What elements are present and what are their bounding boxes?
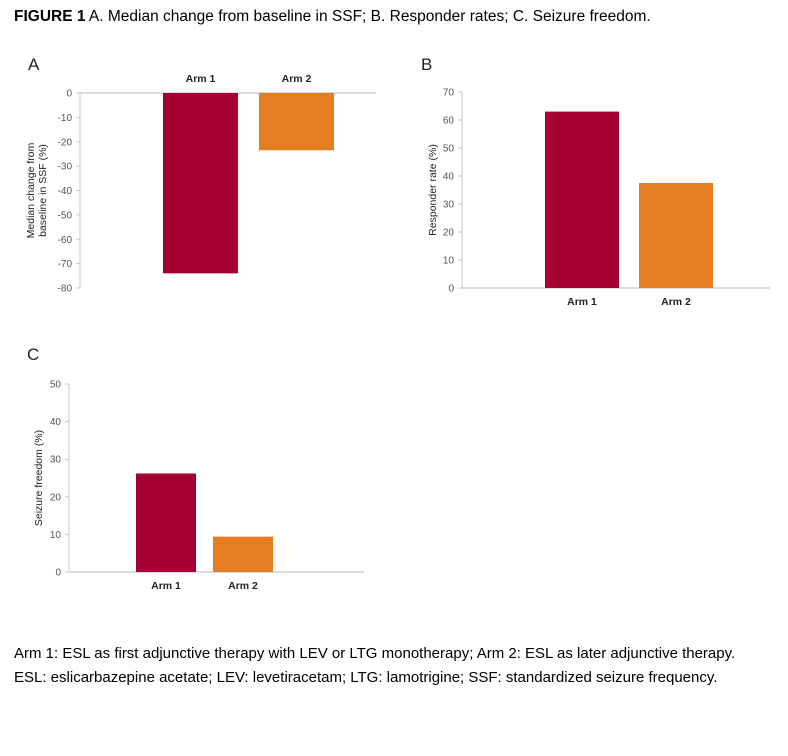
chart-b-y-tick-label: 20 xyxy=(443,228,455,239)
chart-a-bar-2 xyxy=(259,93,334,151)
chart-a-category-label: Arm 1 xyxy=(186,73,216,85)
chart-a-category-label: Arm 2 xyxy=(282,73,312,85)
chart-a-y-axis-title: Median change from xyxy=(25,142,37,238)
chart-a-bar-1 xyxy=(163,93,238,274)
chart-c-y-tick-label: 50 xyxy=(50,380,62,391)
figure-caption: A. Median change from baseline in SSF; B… xyxy=(85,8,651,25)
chart-c-y-tick-label: 40 xyxy=(50,417,62,428)
chart-a-y-tick-label: -20 xyxy=(58,137,73,148)
chart-c-panel-label: C xyxy=(27,345,39,364)
chart-b-bar-2 xyxy=(639,183,713,288)
chart-c-y-tick-label: 10 xyxy=(50,530,62,541)
footnote-abbreviations: ESL: eslicarbazepine acetate; LEV: levet… xyxy=(14,668,718,686)
chart-c-category-label: Arm 2 xyxy=(228,580,258,592)
chart-b-category-label: Arm 1 xyxy=(567,296,597,308)
chart-c-y-axis-title: Seizure freedom (%) xyxy=(33,430,45,526)
chart-a-y-tick-label: -40 xyxy=(58,186,73,197)
chart-a-y-tick-label: -60 xyxy=(58,235,73,246)
chart-a-panel-label: A xyxy=(28,55,40,74)
chart-c-y-tick-label: 20 xyxy=(50,492,62,503)
chart-b-y-tick-label: 60 xyxy=(443,116,455,127)
chart-a-y-tick-label: -30 xyxy=(58,162,73,173)
chart-a-y-tick-label: -70 xyxy=(58,259,73,270)
chart-c-category-label: Arm 1 xyxy=(151,580,181,592)
footnote: Arm 1: ESL as first adjunctive therapy w… xyxy=(14,642,754,689)
chart-b-category-label: Arm 2 xyxy=(661,296,691,308)
chart-a-y-tick-label: -10 xyxy=(58,113,73,124)
chart-b-y-axis-title: Responder rate (%) xyxy=(427,144,439,236)
chart-b-y-tick-label: 30 xyxy=(443,200,455,211)
chart-b-y-tick-label: 50 xyxy=(443,144,455,155)
footnote-arms: Arm 1: ESL as first adjunctive therapy w… xyxy=(14,645,736,662)
chart-b-bar-1 xyxy=(545,111,619,288)
chart-b-y-tick-label: 70 xyxy=(443,88,455,99)
chart-c-bar-2 xyxy=(213,536,273,572)
chart-c-y-tick-label: 30 xyxy=(50,455,62,466)
chart-b-panel-label: B xyxy=(421,55,432,74)
chart-b-y-tick-label: 0 xyxy=(448,284,454,295)
figure-label: FIGURE 1 xyxy=(14,8,86,25)
chart-a-y-tick-label: -50 xyxy=(58,210,73,221)
chart-b-y-tick-label: 40 xyxy=(443,172,455,183)
chart-a-y-tick-label: -80 xyxy=(58,284,73,295)
figure-charts: A 0 -10 -20 -30 -40 -50 -60 -70 -80 Arm 1 Arm 2 Medi… xyxy=(25,55,770,592)
chart-a-y-tick-label: 0 xyxy=(66,89,72,100)
chart-b-y-tick-label: 10 xyxy=(443,256,455,267)
chart-c-bar-1 xyxy=(136,473,196,572)
chart-a-y-axis-title: baseline in SSF (%) xyxy=(37,144,49,237)
chart-c-y-tick-label: 0 xyxy=(55,568,61,579)
figure-title: FIGURE 1 A. Median change from baseline … xyxy=(14,8,651,26)
